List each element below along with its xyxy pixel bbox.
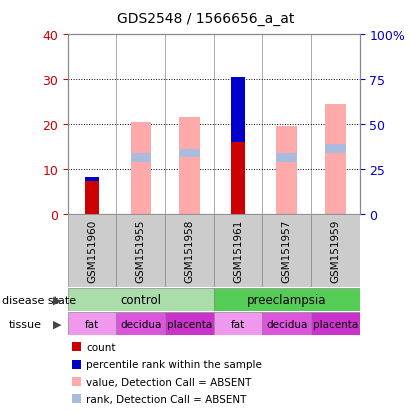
Text: preeclampsia: preeclampsia <box>247 294 326 306</box>
Bar <box>214 313 262 335</box>
Text: GSM151959: GSM151959 <box>330 219 340 282</box>
Text: ▶: ▶ <box>53 319 62 329</box>
Bar <box>325 145 346 153</box>
Text: fat: fat <box>231 319 245 329</box>
Text: GSM151957: GSM151957 <box>282 219 292 282</box>
Text: value, Detection Call = ABSENT: value, Detection Call = ABSENT <box>86 377 251 387</box>
Bar <box>277 127 297 215</box>
Text: tissue: tissue <box>9 319 42 329</box>
Text: GSM151960: GSM151960 <box>87 219 97 282</box>
Bar <box>85 178 99 181</box>
Bar <box>165 313 214 335</box>
Bar <box>68 215 116 287</box>
Text: GDS2548 / 1566656_a_at: GDS2548 / 1566656_a_at <box>117 12 294 26</box>
Text: decidua: decidua <box>120 319 162 329</box>
Bar <box>116 313 165 335</box>
Text: GSM151961: GSM151961 <box>233 219 243 282</box>
Bar <box>179 118 200 215</box>
Bar <box>85 181 99 215</box>
Text: GSM151955: GSM151955 <box>136 219 146 282</box>
Text: placenta: placenta <box>313 319 358 329</box>
Text: count: count <box>86 342 115 352</box>
Bar <box>131 154 151 162</box>
Bar <box>231 78 245 215</box>
Bar <box>277 154 297 162</box>
Bar <box>311 215 360 287</box>
Bar <box>179 150 200 158</box>
Bar <box>116 215 165 287</box>
Bar <box>325 105 346 215</box>
Bar <box>231 78 245 143</box>
Text: placenta: placenta <box>167 319 212 329</box>
Bar <box>214 215 262 287</box>
Bar <box>262 215 311 287</box>
Text: disease state: disease state <box>2 295 76 305</box>
Text: fat: fat <box>85 319 99 329</box>
Text: ▶: ▶ <box>53 295 62 305</box>
Bar <box>165 215 214 287</box>
Bar <box>68 313 116 335</box>
Bar <box>214 289 360 311</box>
Bar <box>262 313 311 335</box>
Bar <box>131 123 151 215</box>
Text: decidua: decidua <box>266 319 307 329</box>
Text: percentile rank within the sample: percentile rank within the sample <box>86 359 262 369</box>
Bar <box>68 289 214 311</box>
Text: rank, Detection Call = ABSENT: rank, Detection Call = ABSENT <box>86 394 246 404</box>
Bar <box>311 313 360 335</box>
Text: control: control <box>120 294 161 306</box>
Text: GSM151958: GSM151958 <box>185 219 194 282</box>
